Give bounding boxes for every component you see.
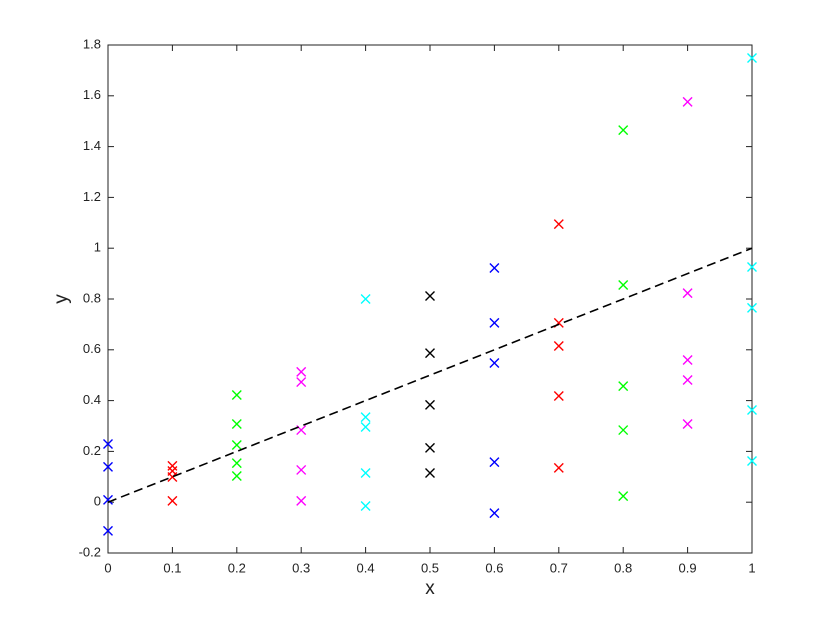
point [553,462,564,473]
point [167,495,178,506]
point [231,471,242,482]
point [682,418,693,429]
point [296,366,307,377]
point [618,280,629,291]
point [747,405,757,415]
point [296,377,307,388]
x-tick-label: 0.9 [679,560,697,575]
point [553,391,564,402]
point [103,461,113,472]
point [231,390,242,401]
y-tick-label: 1.8 [83,36,101,51]
point [360,294,371,304]
point [360,501,371,512]
point [296,495,307,506]
point [103,494,113,505]
point [167,460,178,471]
point [103,439,113,450]
x-tick-label: 0.7 [550,560,568,575]
point [425,399,435,410]
point [618,381,629,392]
point [489,508,500,519]
point [682,354,693,365]
point [682,288,693,299]
point [747,456,757,467]
y-tick-label: 0.2 [83,443,101,458]
point [231,418,242,429]
point [425,348,435,359]
x-tick-label: 0 [104,560,111,575]
x-tick-label: 0.2 [228,560,246,575]
point [425,467,435,478]
y-tick-label: 0.8 [83,290,101,305]
y-tick-label: 1.6 [83,87,101,102]
x-tick-label: 1 [748,560,755,575]
point [618,425,629,436]
point [360,422,371,433]
point [425,290,435,301]
x-tick-label: 0.6 [485,560,503,575]
point [553,340,564,351]
point [682,96,693,107]
point [682,375,693,386]
y-tick-label: 0 [94,494,101,509]
point [231,440,242,451]
point [618,125,629,136]
point [360,467,371,478]
point [489,358,500,369]
y-axis-label: y [51,294,72,304]
y-tick-label: 0.6 [83,341,101,356]
point [747,302,757,313]
x-tick-label: 0.5 [421,560,439,575]
point [489,317,500,328]
point [231,458,242,469]
x-tick-label: 0.3 [292,560,310,575]
point [296,464,307,475]
plot-frame [107,44,753,554]
x-axis-label: x [425,578,435,599]
point [618,491,629,502]
point [553,219,564,230]
y-tick-label: 1.2 [83,189,101,204]
point [747,262,757,272]
y-tick-label: -0.2 [79,544,101,559]
reference-line [107,247,753,503]
point [360,412,371,423]
point [489,457,500,468]
x-tick-label: 0.4 [357,560,375,575]
y-tick-label: 1.4 [83,138,101,153]
point [425,442,435,453]
point [167,472,178,483]
x-tick-label: 0.8 [614,560,632,575]
point [103,525,113,536]
point [747,52,757,63]
point [489,263,500,274]
y-tick-label: 0.4 [83,392,101,407]
y-tick-label: 1 [94,240,101,255]
x-tick-label: 0.1 [163,560,181,575]
